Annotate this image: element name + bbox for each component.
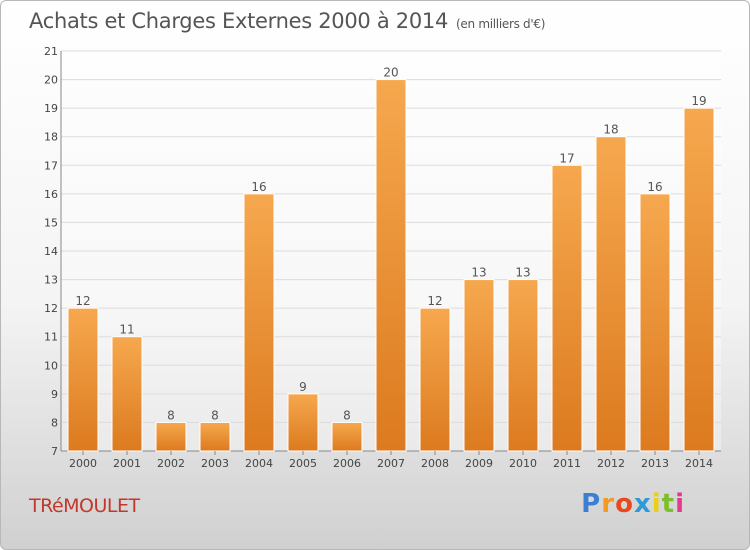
data-label: 12	[75, 294, 90, 308]
bar	[111, 336, 143, 452]
bar	[375, 79, 407, 452]
proxiti-logo: Proxiti	[581, 489, 685, 519]
x-tick-label: 2005	[289, 457, 317, 470]
bar	[67, 307, 99, 452]
x-tick-label: 2004	[245, 457, 273, 470]
x-tick-label: 2013	[641, 457, 669, 470]
data-label: 9	[299, 380, 307, 394]
logo-letter: r	[601, 489, 616, 519]
bar	[419, 307, 451, 452]
logo-letter: o	[615, 489, 634, 519]
y-tick-label: 13	[44, 274, 58, 287]
bar	[243, 193, 275, 452]
y-tick-label: 16	[44, 188, 58, 201]
x-tick-label: 2002	[157, 457, 185, 470]
y-tick-label: 11	[44, 331, 58, 344]
x-tick-label: 2007	[377, 457, 405, 470]
bar	[639, 193, 671, 452]
logo-letter: i	[675, 489, 685, 519]
data-label: 12	[427, 294, 442, 308]
y-tick-label: 15	[44, 216, 58, 229]
logo-letter: P	[581, 489, 602, 519]
data-label: 8	[167, 408, 175, 422]
x-tick-label: 2003	[201, 457, 229, 470]
data-label: 20	[383, 66, 398, 80]
data-label: 17	[559, 151, 574, 165]
y-tick-label: 9	[51, 388, 58, 401]
chart-unit: (en milliers d'€)	[456, 17, 546, 31]
x-tick-label: 2014	[685, 457, 713, 470]
logo-letter: i	[651, 489, 662, 519]
chart-title-text: Achats et Charges Externes 2000 à 2014	[29, 9, 449, 33]
x-tick-label: 2010	[509, 457, 537, 470]
x-tick-label: 2001	[113, 457, 141, 470]
x-tick-label: 2006	[333, 457, 361, 470]
y-tick-label: 21	[44, 45, 58, 58]
y-tick-label: 7	[51, 445, 58, 458]
data-label: 19	[691, 94, 706, 108]
bar	[287, 393, 319, 452]
y-tick-label: 19	[44, 102, 58, 115]
x-tick-label: 2000	[69, 457, 97, 470]
x-tick-label: 2012	[597, 457, 625, 470]
bar	[507, 279, 539, 452]
data-label: 18	[603, 123, 618, 137]
y-tick-label: 12	[44, 302, 58, 315]
data-label: 13	[471, 266, 486, 280]
commune-name: TRéMOULET	[29, 495, 140, 517]
y-tick-label: 14	[44, 245, 58, 258]
bar	[595, 136, 627, 452]
y-tick-label: 20	[44, 74, 58, 87]
y-tick-label: 8	[51, 416, 58, 429]
data-label: 13	[515, 266, 530, 280]
chart-title: Achats et Charges Externes 2000 à 2014 (e…	[29, 9, 545, 33]
bar	[463, 279, 495, 452]
data-label: 11	[119, 323, 134, 337]
data-label: 8	[211, 408, 219, 422]
x-tick-label: 2011	[553, 457, 581, 470]
y-tick-label: 18	[44, 131, 58, 144]
data-label: 16	[251, 180, 266, 194]
bar	[331, 421, 363, 452]
logo-letter: t	[661, 489, 676, 519]
data-label: 16	[647, 180, 662, 194]
bar	[199, 421, 231, 452]
x-tick-label: 2009	[465, 457, 493, 470]
bar	[683, 107, 715, 452]
x-tick-label: 2008	[421, 457, 449, 470]
bar	[551, 164, 583, 452]
logo-letter: x	[633, 489, 652, 519]
data-label: 8	[343, 408, 351, 422]
y-tick-label: 10	[44, 359, 58, 372]
bar	[155, 421, 187, 452]
y-tick-label: 17	[44, 159, 58, 172]
